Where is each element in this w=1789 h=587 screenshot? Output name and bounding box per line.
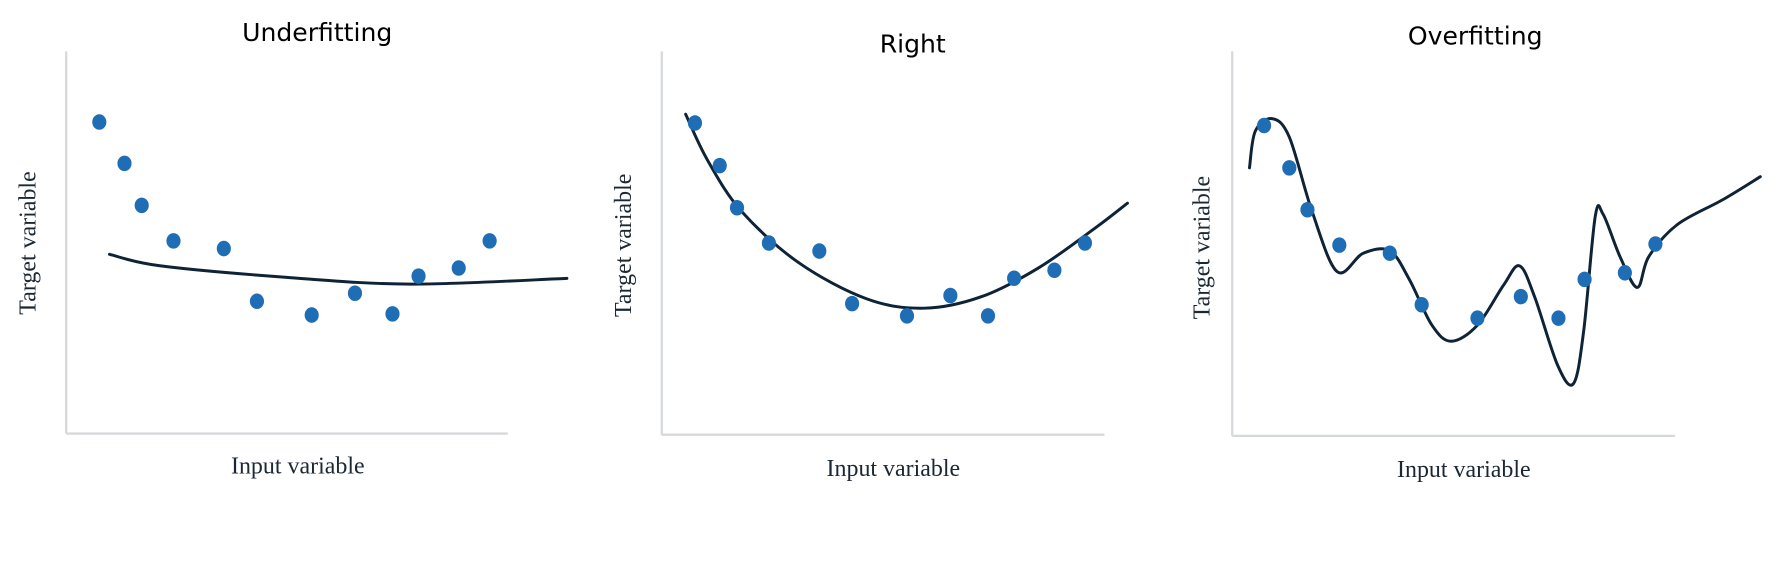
data-point <box>134 197 149 214</box>
y-axis-label: Target variable <box>1189 176 1215 319</box>
data-point <box>117 155 132 172</box>
x-axis-label: Input variable <box>827 456 961 482</box>
y-axis-label: Target variable <box>15 171 41 314</box>
chart-title: Right <box>880 29 946 58</box>
data-point <box>1648 236 1663 252</box>
data-point <box>1382 245 1397 261</box>
data-point <box>1007 270 1022 287</box>
chart-panel: Right Input variable Target variable <box>611 29 1129 482</box>
data-point <box>1551 310 1566 326</box>
data-point <box>712 157 727 174</box>
data-point <box>347 285 363 302</box>
data-point <box>1414 296 1429 313</box>
data-point <box>1257 117 1272 134</box>
chart-panel: Underfitting Input variable Target variabl… <box>15 18 569 479</box>
data-point <box>761 235 776 251</box>
data-point <box>812 243 827 259</box>
fit-curve <box>107 252 569 286</box>
data-point <box>980 308 996 324</box>
data-point <box>943 287 958 304</box>
data-point <box>249 293 265 310</box>
data-point <box>1077 235 1093 251</box>
x-axis-label: Input variable <box>231 453 365 479</box>
data-point <box>216 240 231 257</box>
data-point <box>845 295 860 312</box>
data-point <box>92 114 107 130</box>
chart-title: Overfitting <box>1408 21 1543 50</box>
data-point <box>482 233 497 249</box>
data-point <box>1470 310 1485 326</box>
data-point <box>1513 288 1528 305</box>
data-point <box>166 233 181 249</box>
chart-title: Underfitting <box>242 18 392 47</box>
data-point <box>1282 160 1297 176</box>
chart-panel: Overfitting Input variable Target variable <box>1189 21 1762 483</box>
data-point <box>729 199 745 216</box>
x-axis-label: Input variable <box>1397 457 1531 483</box>
data-point <box>1047 262 1062 278</box>
fit-curve <box>1247 117 1762 387</box>
data-point <box>385 306 400 322</box>
data-point <box>1332 237 1347 253</box>
data-point <box>304 307 319 323</box>
data-point <box>899 308 915 324</box>
data-point <box>411 268 426 284</box>
data-point <box>1577 271 1592 288</box>
data-point <box>1300 201 1315 218</box>
fit-curve <box>684 112 1129 310</box>
data-point <box>687 115 703 131</box>
y-axis-label: Target variable <box>611 174 637 317</box>
data-point <box>451 260 466 276</box>
data-point <box>1617 265 1632 281</box>
